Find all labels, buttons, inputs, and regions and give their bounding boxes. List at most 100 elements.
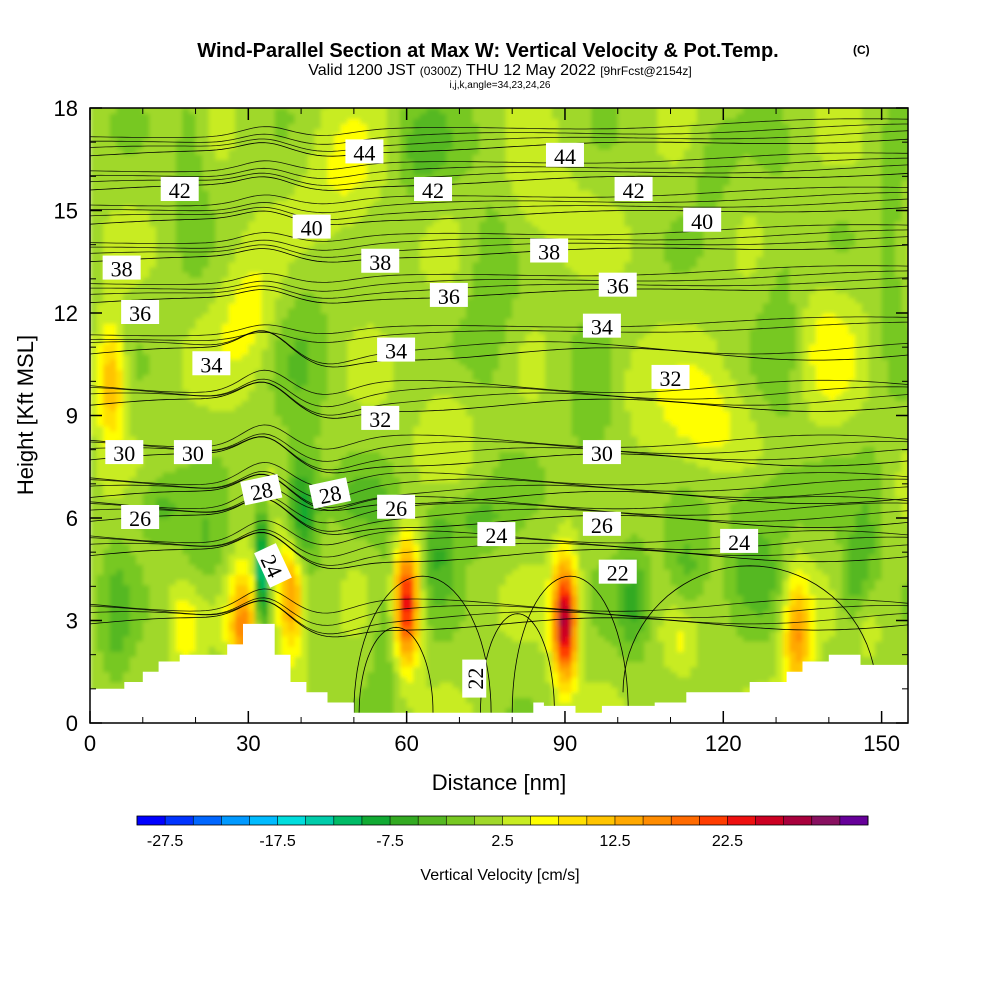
contour-label: 24	[720, 528, 759, 555]
contour-label-text: 38	[538, 240, 560, 265]
isentrope-38	[90, 224, 908, 263]
contour-label: 38	[361, 248, 400, 275]
copyright-mark: (C)	[853, 43, 870, 57]
colorbar-swatch	[474, 816, 503, 825]
colorbar-swatch	[614, 816, 644, 825]
isentrope-cell	[353, 575, 492, 713]
colorbar-swatch	[783, 816, 813, 825]
contour-label-text: 26	[129, 506, 151, 531]
contour-label: 38	[530, 238, 569, 265]
contour-label: 26	[121, 505, 160, 531]
y-tick-label: 18	[54, 96, 78, 121]
x-tick-label: 0	[84, 731, 96, 756]
contour-label: 26	[377, 494, 416, 521]
contour-label-text: 22	[463, 668, 488, 690]
contour-label-text: 40	[691, 209, 713, 234]
contour-label-text: 34	[200, 352, 222, 377]
grid-indices: i,j,k,angle=34,23,24,26	[450, 80, 551, 91]
colorbar-tick-label: -7.5	[376, 833, 404, 850]
contour-label: 42	[614, 177, 653, 203]
contour-label: 30	[105, 440, 144, 466]
colorbar-swatch	[277, 816, 307, 825]
contour-label: 44	[545, 142, 584, 169]
contour-label: 42	[414, 177, 453, 203]
colorbar-swatch	[530, 816, 560, 825]
y-tick-label: 12	[54, 301, 78, 326]
colorbar-tick-label: -27.5	[147, 833, 184, 850]
chart-subtitle: Valid 1200 JST (0300Z) THU 12 May 2022 […	[308, 62, 692, 79]
colorbar-swatch	[193, 816, 222, 825]
colorbar-swatch	[671, 816, 700, 825]
isentrope-28	[90, 461, 908, 511]
colorbar-swatch	[305, 816, 335, 825]
contour-label-text: 26	[385, 496, 407, 521]
contour-label: 36	[429, 282, 468, 309]
potential-temperature-contours	[90, 118, 908, 713]
valid-date: THU 12 May 2022	[466, 62, 596, 79]
y-tick-label: 15	[54, 199, 78, 224]
isentrope-42	[90, 152, 908, 191]
colorbar-swatch	[727, 816, 757, 825]
contour-label-text: 44	[554, 144, 576, 169]
contour-label-text: 36	[438, 284, 460, 309]
contour-label-text: 34	[385, 339, 407, 364]
isentrope-22	[90, 588, 908, 638]
contour-label: 24	[477, 522, 516, 548]
y-tick-label: 6	[66, 506, 78, 531]
isentrope-cell	[358, 626, 434, 713]
contour-label-text: 24	[485, 523, 507, 548]
isentrope-26	[90, 485, 908, 535]
contour-label-text: 42	[169, 178, 191, 203]
colorbar: -27.5 -17.5 -7.5 2.5 12.5 22.5	[136, 815, 869, 850]
contour-label-text: 36	[129, 301, 151, 326]
valid-prefix: Valid 1200 JST	[308, 62, 416, 79]
colorbar-swatch	[755, 816, 785, 825]
contour-label: 40	[292, 214, 331, 241]
contour-label-text: 26	[591, 513, 613, 538]
contour-label-text: 42	[623, 178, 645, 203]
contour-label-text: 32	[369, 407, 391, 432]
isentrope-cell	[622, 565, 877, 693]
isentrope-32	[90, 369, 908, 419]
contour-label: 36	[598, 272, 637, 299]
contour-label-text: 38	[111, 257, 133, 282]
title-block: Wind-Parallel Section at Max W: Vertical…	[197, 40, 869, 91]
contour-label: 34	[192, 351, 231, 377]
contour-label: 32	[651, 364, 690, 391]
chart-title: Wind-Parallel Section at Max W: Vertical…	[197, 40, 778, 62]
contour-label: 44	[345, 139, 384, 165]
y-tick-label: 3	[66, 609, 78, 634]
colorbar-swatch	[137, 816, 166, 825]
colorbar-swatch	[699, 816, 728, 825]
colorbar-title: Vertical Velocity [cm/s]	[420, 867, 579, 884]
contour-label: 30	[173, 440, 212, 466]
contour-label-text: 44	[353, 140, 375, 165]
contour-label-text: 30	[182, 441, 204, 466]
contour-label: 34	[377, 337, 416, 364]
terrain-profile	[90, 623, 908, 723]
colorbar-tick-label: -17.5	[259, 833, 296, 850]
contour-label-text: 30	[113, 441, 135, 466]
isentrope-36	[90, 265, 908, 304]
x-tick-label: 120	[705, 731, 742, 756]
contour-label: 34	[582, 313, 621, 340]
colorbar-swatch	[811, 816, 841, 825]
colorbar-swatch	[446, 816, 475, 825]
contour-label: 26	[582, 511, 621, 538]
forecast-info: [9hrFcst@2154z]	[600, 64, 692, 78]
contour-label-text: 22	[607, 561, 629, 586]
colorbar-swatch	[418, 816, 447, 825]
isentrope-44	[90, 118, 908, 157]
contour-label-text: 28	[317, 480, 344, 509]
contour-label-text: 42	[422, 178, 444, 203]
y-tick-label: 9	[66, 404, 78, 429]
contour-label: 42	[160, 177, 199, 203]
colorbar-swatch	[643, 816, 672, 825]
y-axis-label: Height [Kft MSL]	[13, 335, 38, 495]
colorbar-swatch	[839, 816, 869, 825]
contour-label-text: 24	[728, 530, 750, 555]
x-tick-label: 150	[863, 731, 900, 756]
x-tick-label: 90	[553, 731, 577, 756]
